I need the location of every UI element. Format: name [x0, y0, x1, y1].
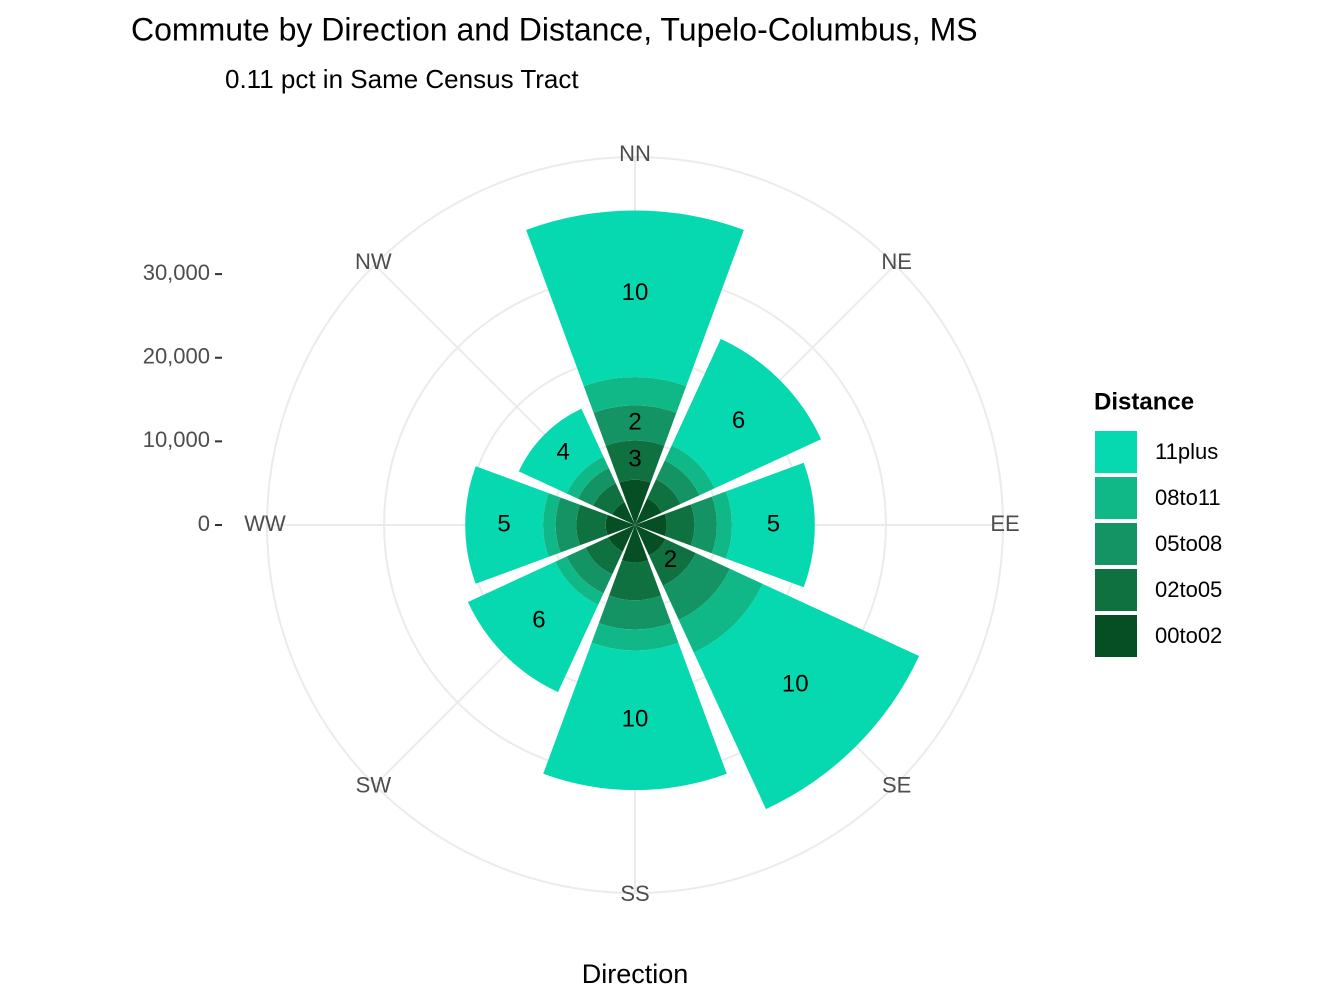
bar-segment — [649, 539, 696, 586]
bar-segment — [664, 504, 695, 546]
bar-segment — [566, 456, 609, 499]
legend-label: 00to02 — [1155, 623, 1222, 648]
x-tick-label: NE — [881, 249, 912, 274]
bar-segment — [726, 462, 815, 588]
y-tick-label: 20,000 — [143, 344, 210, 369]
bar-segment — [605, 440, 665, 483]
bar-segment — [608, 525, 635, 552]
x-tick-label: EE — [990, 511, 1019, 536]
chart-title: Commute by Direction and Distance, Tupel… — [131, 11, 978, 47]
legend-label: 02to05 — [1155, 577, 1222, 602]
bar-segment — [465, 466, 549, 584]
bar-segment — [612, 502, 635, 525]
bar-label: 10 — [622, 706, 649, 733]
bar-segment — [647, 479, 681, 513]
y-tick-label: 30,000 — [143, 260, 210, 285]
legend-key — [1095, 431, 1137, 473]
x-axis-title: Direction — [582, 959, 689, 989]
bar-segment — [671, 338, 822, 489]
bar-segment — [555, 497, 581, 553]
bar-segment — [593, 405, 677, 446]
bar-segment — [605, 514, 635, 536]
bar-segment — [555, 556, 604, 605]
bar-segment — [526, 210, 744, 387]
bar-segment — [608, 560, 662, 601]
bar-label: 6 — [732, 407, 745, 434]
legend-key — [1095, 477, 1137, 519]
bar-segment — [543, 642, 727, 791]
bar-segment — [585, 537, 623, 575]
bar-label: 2 — [664, 546, 677, 573]
legend-key — [1095, 523, 1137, 565]
bar-label: 4 — [556, 438, 569, 465]
bar-segment — [583, 376, 687, 413]
bar-segment — [656, 460, 700, 504]
bar-segment — [578, 468, 616, 506]
bar-segment — [598, 595, 672, 630]
bar-segment — [518, 408, 604, 494]
legend-title: Distance — [1094, 388, 1194, 415]
bar-segment — [663, 553, 730, 620]
bar-segment — [678, 568, 763, 653]
x-tick-label: SW — [356, 772, 392, 797]
y-tick-label: 10,000 — [143, 427, 210, 452]
bar-segment — [635, 525, 666, 556]
bar-segment — [576, 504, 608, 546]
legend-label: 05to08 — [1155, 531, 1222, 556]
x-tick-label: NW — [355, 249, 392, 274]
bar-segment — [693, 583, 920, 810]
bar-segment — [619, 479, 651, 525]
legend-label: 11plus — [1155, 439, 1218, 464]
bar-segment — [542, 493, 561, 557]
bar-segment — [566, 547, 613, 594]
x-tick-label: SE — [882, 772, 911, 797]
bar-segment — [635, 513, 667, 537]
bar-label: 6 — [532, 606, 545, 633]
chart-subtitle: 0.11 pct in Same Census Tract — [225, 64, 579, 94]
bar-label: 10 — [622, 279, 649, 306]
x-tick-label: WW — [244, 511, 286, 536]
bar-segment — [635, 498, 662, 525]
legend-key — [1095, 569, 1137, 611]
bar-label: 10 — [782, 671, 809, 698]
bar-label: 3 — [628, 446, 641, 473]
legend-key — [1095, 615, 1137, 657]
x-tick-label: NN — [619, 141, 651, 166]
bar-segment — [621, 525, 649, 563]
x-tick-label: SS — [620, 881, 649, 906]
bar-segment — [591, 623, 679, 651]
bar-segment — [664, 445, 715, 496]
bar-segment — [711, 491, 733, 559]
legend-label: 08to11 — [1155, 485, 1221, 510]
bar-segment — [593, 483, 625, 515]
bar-label: 5 — [497, 510, 510, 537]
y-tick-label: 0 — [198, 511, 210, 536]
bar-label: 5 — [767, 510, 780, 537]
bar-segment — [690, 496, 717, 554]
bar-label: 2 — [628, 408, 641, 435]
bar-segment — [467, 561, 599, 693]
